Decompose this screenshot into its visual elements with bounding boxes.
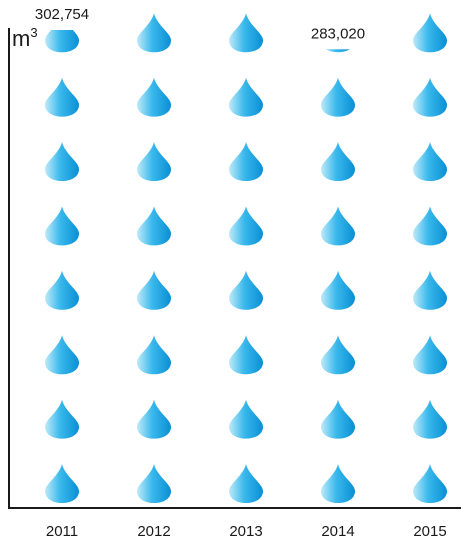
water-drop-icon xyxy=(45,399,79,439)
water-drop-icon xyxy=(321,270,355,310)
water-drop-icon xyxy=(137,399,171,439)
water-drop-icon xyxy=(229,335,263,375)
water-drop-icon xyxy=(45,77,79,117)
water-drop-icon xyxy=(413,399,447,439)
x-tick-label-2011: 2011 xyxy=(46,523,78,540)
water-drop-icon xyxy=(413,270,447,310)
water-drop-icon xyxy=(321,142,355,181)
drop-column-2014 xyxy=(321,49,355,503)
value-label-2011: 302,754 xyxy=(35,6,89,23)
water-drop-icon xyxy=(413,77,447,117)
water-drop-icon xyxy=(137,270,171,310)
water-drop-icon xyxy=(229,77,263,117)
x-tick-label-2013: 2013 xyxy=(229,523,262,540)
partial-water-drop-icon xyxy=(326,49,350,53)
x-tick-label-2014: 2014 xyxy=(321,523,354,540)
water-drop-icon xyxy=(321,77,355,117)
value-label-2014: 283,020 xyxy=(311,25,365,42)
water-drop-icon xyxy=(137,13,171,53)
x-tick-label-2015: 2015 xyxy=(413,523,446,540)
drop-column-2015 xyxy=(413,13,447,503)
water-drop-icon xyxy=(137,142,171,181)
y-unit-label: m3 xyxy=(12,25,38,51)
water-drop-icon xyxy=(45,270,79,310)
water-drop-icon xyxy=(229,464,263,503)
water-drop-icon xyxy=(413,206,447,246)
water-drop-icon xyxy=(321,206,355,246)
value-labels: 302,754325,052338,207283,020348,674 xyxy=(35,6,365,42)
water-drop-icon xyxy=(229,206,263,246)
water-drop-icon xyxy=(45,335,79,375)
water-drop-icon xyxy=(413,464,447,503)
water-drop-icon xyxy=(413,335,447,375)
water-drop-icon xyxy=(137,77,171,117)
water-drop-icon xyxy=(137,464,171,503)
drop-column-2012 xyxy=(137,13,171,503)
water-drop-icon xyxy=(413,142,447,181)
drop-column-2013 xyxy=(229,13,263,503)
water-drop-icon xyxy=(137,335,171,375)
water-drop-icon xyxy=(45,206,79,246)
water-drop-icon xyxy=(229,13,263,53)
water-drop-icon xyxy=(45,142,79,181)
drop-column-2011 xyxy=(45,30,79,503)
water-drop-icon xyxy=(229,142,263,181)
water-drop-icon xyxy=(413,13,447,53)
water-drop-icon xyxy=(321,399,355,439)
water-drop-icon xyxy=(137,206,171,246)
drop-columns xyxy=(45,13,447,503)
water-drop-icon xyxy=(321,464,355,503)
water-drop-icon xyxy=(45,464,79,503)
x-tick-label-2012: 2012 xyxy=(137,523,170,540)
water-drop-icon xyxy=(229,270,263,310)
partial-water-drop-icon xyxy=(45,30,79,53)
category-labels: 2011 2012 2013 2014 2015 xyxy=(46,523,447,540)
water-drop-icon xyxy=(229,399,263,439)
water-drop-icon xyxy=(321,335,355,375)
